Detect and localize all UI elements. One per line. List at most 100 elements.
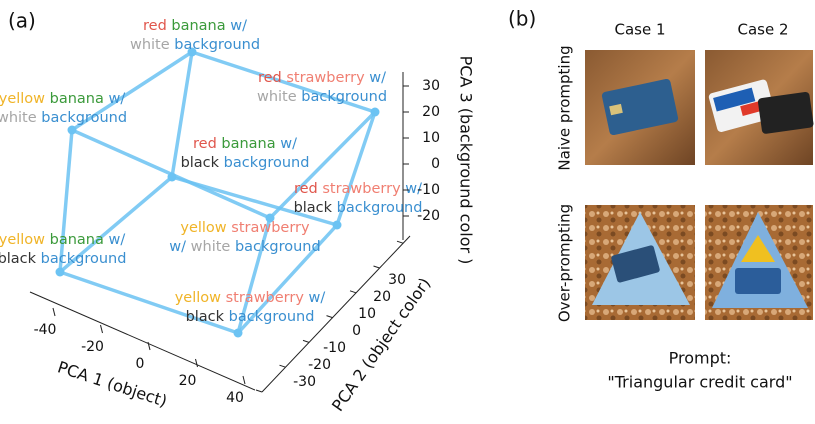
label-word: w/ (109, 91, 126, 107)
point (56, 268, 65, 277)
tick-mark (53, 308, 55, 316)
z-tick-label: -20 (417, 208, 440, 224)
label-word: banana (50, 91, 104, 107)
point (68, 126, 77, 135)
y-tick-label: 20 (373, 289, 391, 305)
node-label: yellow strawberry (180, 220, 310, 236)
label-word: background (337, 200, 423, 216)
panel-tag: (b) (508, 7, 536, 31)
node-label: red banana w/ (143, 18, 247, 34)
label-word: black (181, 155, 220, 171)
panel-tag: (a) (8, 9, 36, 33)
y-tick-label: 30 (388, 272, 406, 288)
label-word: yellow (175, 290, 221, 306)
z-tick-label: 0 (431, 156, 440, 172)
label-word: background (41, 251, 127, 267)
x-tick-label: -40 (34, 322, 57, 338)
image-naive-1 (585, 50, 695, 165)
node-label: yellow banana w/ (0, 232, 125, 248)
label-word: banana (171, 18, 225, 34)
z-tick-label: 20 (422, 104, 440, 120)
label-word: red (193, 136, 217, 152)
x-tick-label: 20 (179, 373, 197, 389)
image-over-2 (705, 205, 813, 320)
tick-mark (256, 390, 262, 392)
node-label: yellow strawberry w/ (175, 290, 326, 306)
label-word: strawberry (322, 181, 401, 197)
node-label: red strawberry w/ (294, 181, 422, 197)
label-word: yellow (180, 220, 226, 236)
tick-mark (350, 291, 356, 293)
label-word: w/ (230, 18, 247, 34)
y-tick-label: -10 (323, 340, 346, 356)
point (371, 108, 380, 117)
z-tick-label: -10 (417, 182, 440, 198)
label-word: background (41, 110, 127, 126)
label-word: background (224, 155, 310, 171)
node-label: red banana w/ (193, 136, 297, 152)
label-word: background (235, 239, 321, 255)
label-word: background (229, 309, 315, 325)
label-word: banana (50, 232, 104, 248)
column-label: Case 2 (737, 21, 788, 39)
label-word: yellow (0, 232, 45, 248)
label-word: red (143, 18, 167, 34)
column-label: Case 1 (614, 21, 665, 39)
label-word: red (294, 181, 318, 197)
label-word: w/ (280, 136, 297, 152)
tick-mark (397, 241, 403, 243)
tick-mark (280, 365, 286, 367)
row-label: Over-prompting (556, 204, 574, 322)
node-label: white background (257, 89, 387, 105)
node-label: black background (294, 200, 423, 216)
label-word: white (130, 37, 170, 53)
x-tick-label: -20 (81, 339, 104, 355)
node-label: white background (0, 110, 127, 126)
label-word: white (191, 239, 231, 255)
label-word: black (186, 309, 225, 325)
label-word: strawberry (231, 220, 310, 236)
tick-mark (196, 359, 198, 367)
label-word: w/ (109, 232, 126, 248)
image-naive-2 (705, 50, 814, 165)
prompt-text: "Triangular credit card" (607, 373, 792, 392)
label-word: yellow (0, 91, 45, 107)
node-label: w/ white background (169, 239, 320, 255)
label-word: white (0, 110, 37, 126)
tick-mark (374, 266, 380, 268)
z-tick-label: 30 (422, 78, 440, 94)
x-tick-label: 40 (226, 390, 244, 406)
label-word: white (257, 89, 297, 105)
y-tick-label: 0 (352, 323, 361, 339)
y-tick-label: -20 (308, 357, 331, 373)
label-word: strawberry (286, 70, 365, 86)
node-label: white background (130, 37, 260, 53)
label-word: background (174, 37, 260, 53)
label-word: background (301, 89, 387, 105)
tick-mark (148, 342, 150, 350)
label-word: red (258, 70, 282, 86)
y-tick-label: -30 (293, 374, 316, 390)
row-label: Naive prompting (556, 45, 574, 170)
label-word: banana (221, 136, 275, 152)
label-word: black (294, 200, 333, 216)
label-word: black (0, 251, 37, 267)
label-word: w/ (309, 290, 326, 306)
x-axis-label: PCA 1 (object) (55, 357, 169, 410)
prompt-label: Prompt: (669, 349, 732, 368)
z-tick-label: 10 (422, 130, 440, 146)
node-label: black background (0, 251, 126, 267)
tick-mark (327, 316, 333, 318)
y-tick-label: 10 (358, 306, 376, 322)
x-tick-label: 0 (136, 356, 145, 372)
label-word: w/ (169, 239, 186, 255)
node-label: black background (186, 309, 315, 325)
label-word: w/ (369, 70, 386, 86)
label-word: strawberry (226, 290, 305, 306)
z-axis-label: PCA 3 (background color ) (457, 56, 476, 265)
tick-mark (303, 340, 309, 342)
tick-mark (243, 376, 245, 384)
node-label: red strawberry w/ (258, 70, 386, 86)
point (333, 221, 342, 230)
tick-mark (101, 325, 103, 333)
